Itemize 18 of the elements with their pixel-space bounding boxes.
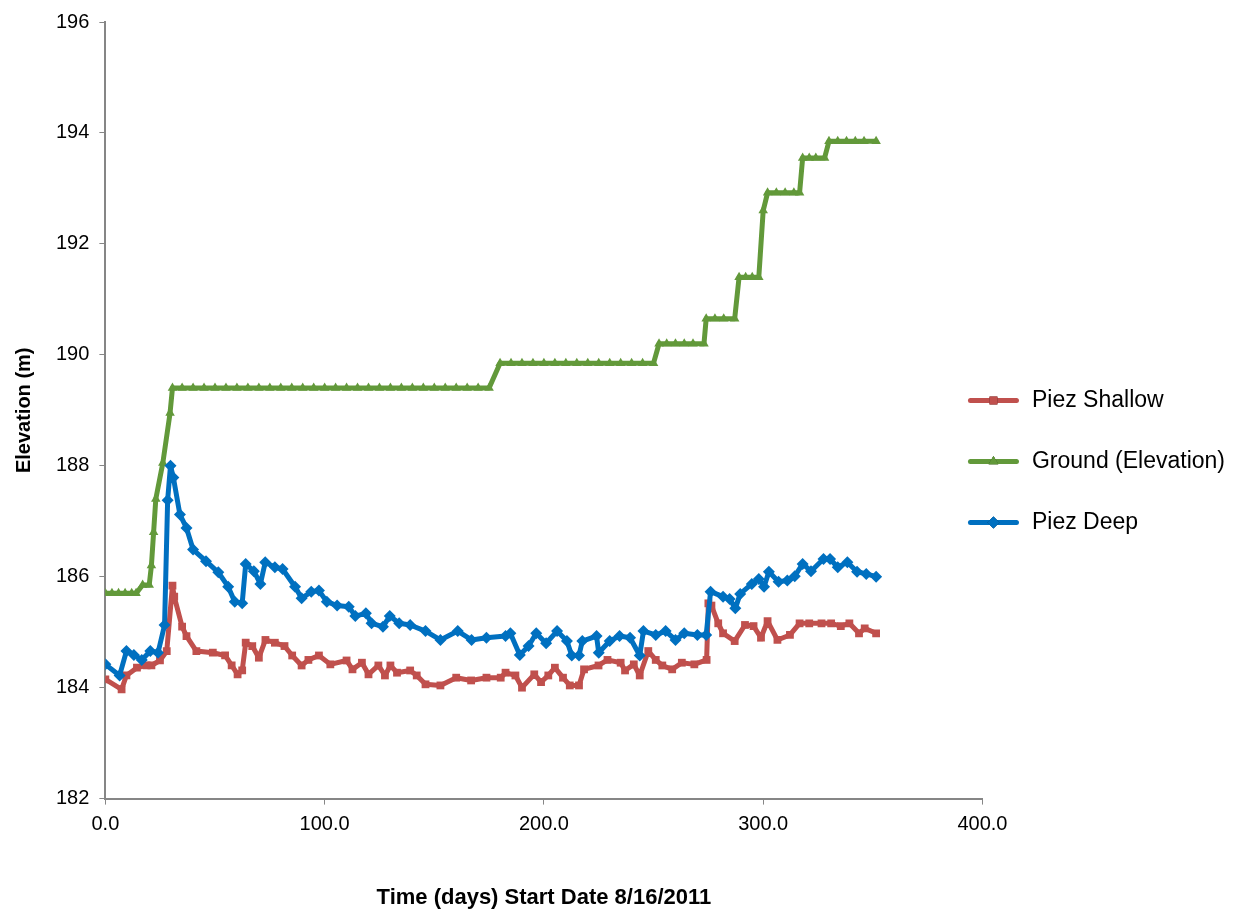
legend-label: Ground (Elevation) bbox=[1031, 446, 1226, 473]
y-tick-label: 190 bbox=[55, 342, 90, 365]
y-tick-label: 188 bbox=[55, 453, 90, 476]
y-tick-label: 184 bbox=[55, 675, 90, 698]
y-tick-label: 192 bbox=[55, 231, 90, 254]
legend-label: Piez Shallow bbox=[1031, 385, 1165, 412]
y-tick-label: 196 bbox=[55, 9, 90, 32]
y-axis-title: Elevation (m) bbox=[11, 347, 34, 474]
legend-label: Piez Deep bbox=[1031, 507, 1139, 534]
x-tick-label: 200.0 bbox=[518, 812, 569, 835]
y-tick-label: 182 bbox=[55, 786, 90, 809]
x-tick-label: 100.0 bbox=[299, 812, 350, 835]
x-axis-title: Time (days) Start Date 8/16/2011 bbox=[376, 883, 712, 909]
x-tick-label: 0.0 bbox=[91, 812, 120, 835]
y-tick-label: 186 bbox=[55, 564, 90, 587]
y-tick-label: 194 bbox=[55, 120, 90, 143]
x-tick-label: 300.0 bbox=[738, 812, 789, 835]
x-tick-label: 400.0 bbox=[957, 812, 1008, 835]
